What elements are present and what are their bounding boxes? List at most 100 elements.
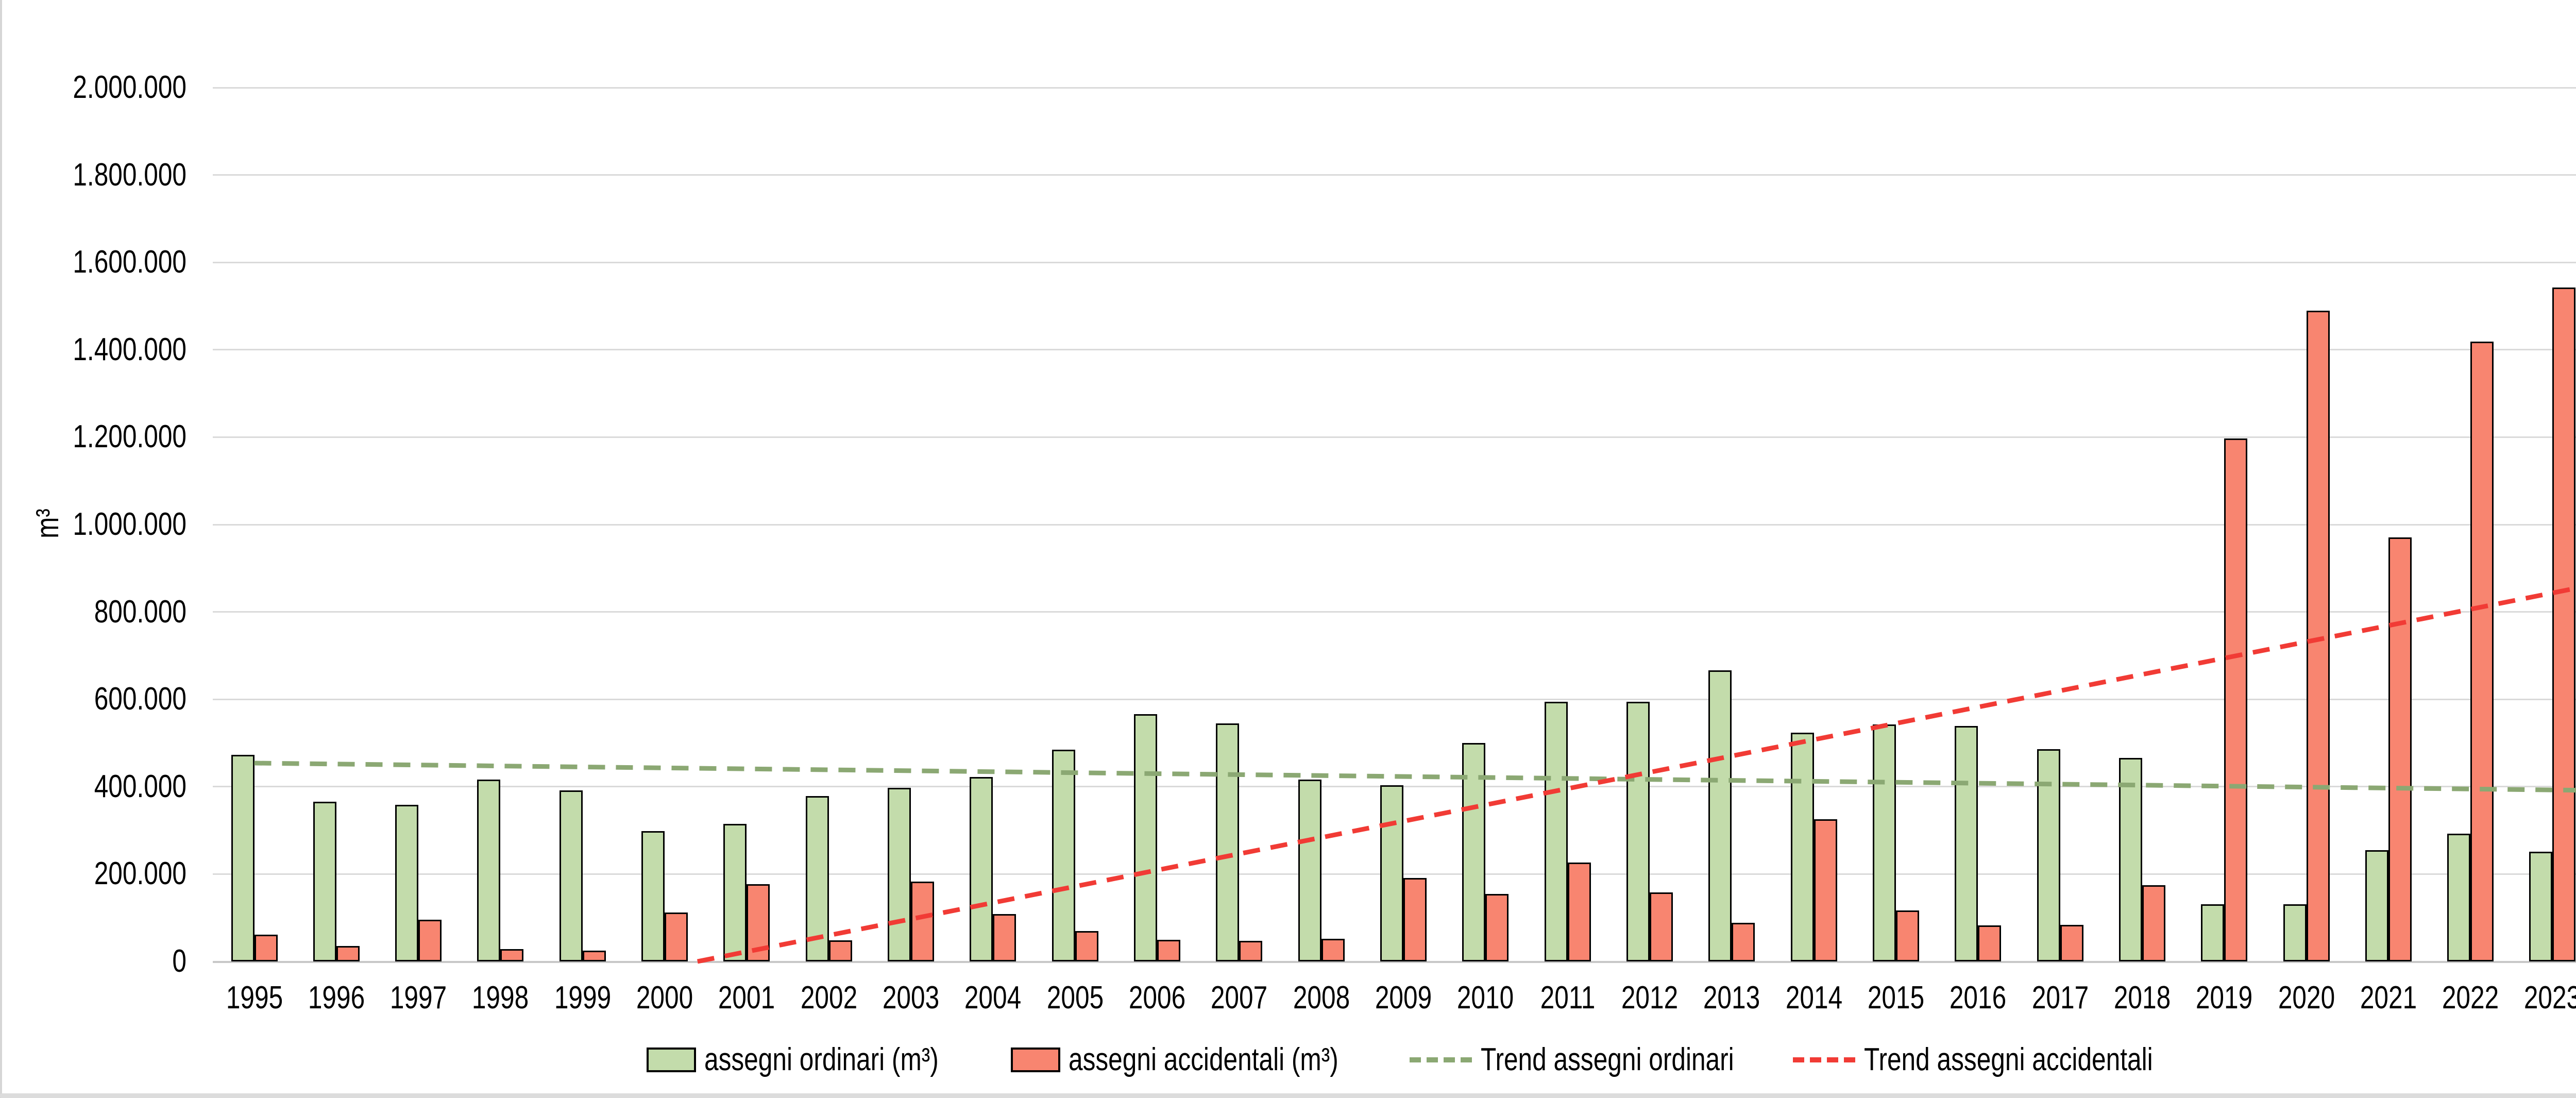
x-axis-label: 2013 bbox=[1703, 980, 1760, 1016]
bar-accidentali-2023 bbox=[2552, 287, 2576, 961]
bar-ordinari-2001 bbox=[723, 823, 747, 961]
legend-item-assegni-ordinari: assegni ordinari (m³) bbox=[647, 1043, 997, 1077]
bar-ordinari-2009 bbox=[1380, 785, 1403, 961]
x-axis-label: 2016 bbox=[1950, 980, 2007, 1016]
bar-accidentali-2017 bbox=[2060, 924, 2083, 961]
bar-ordinari-1995 bbox=[231, 754, 255, 961]
bar-ordinari-2007 bbox=[1216, 723, 1240, 961]
y-axis-tick-label: 400.000 bbox=[94, 768, 187, 804]
bar-ordinari-2021 bbox=[2365, 850, 2388, 961]
bar-accidentali-2014 bbox=[1814, 819, 1837, 961]
bar-accidentali-2009 bbox=[1403, 878, 1427, 961]
bar-ordinari-1996 bbox=[313, 802, 336, 961]
bar-ordinari-1997 bbox=[395, 805, 419, 961]
gridline bbox=[213, 611, 2576, 613]
bar-ordinari-2003 bbox=[888, 788, 911, 961]
bar-ordinari-2018 bbox=[2119, 757, 2142, 961]
legend-swatch-red-bar bbox=[1011, 1048, 1060, 1072]
legend-item-trend-ordinari: Trend assegni ordinari bbox=[1410, 1043, 1798, 1077]
legend-swatch-green-bar bbox=[647, 1048, 696, 1072]
x-axis-label: 2017 bbox=[2031, 980, 2089, 1016]
bar-ordinari-2004 bbox=[970, 777, 993, 961]
bar-ordinari-2008 bbox=[1298, 780, 1321, 961]
y-axis-tick-label: 1.400.000 bbox=[73, 331, 187, 367]
x-axis-label: 2007 bbox=[1211, 980, 1268, 1016]
y-axis-tick-label: 2.000.000 bbox=[73, 70, 187, 105]
bar-accidentali-1999 bbox=[582, 950, 606, 961]
bar-accidentali-2020 bbox=[2306, 311, 2330, 961]
y-axis-tick-label: 1.600.000 bbox=[73, 244, 187, 280]
legend-item-trend-accidentali: Trend assegni accidentali bbox=[1793, 1043, 2225, 1077]
gridline bbox=[213, 436, 2576, 438]
bar-accidentali-2011 bbox=[1567, 863, 1591, 961]
bar-ordinari-2017 bbox=[2037, 749, 2060, 961]
bar-ordinari-2002 bbox=[805, 796, 829, 961]
bar-ordinari-2020 bbox=[2283, 904, 2307, 961]
bar-accidentali-2006 bbox=[1157, 940, 1181, 961]
y-axis-tick-label: 600.000 bbox=[94, 681, 187, 717]
bar-accidentali-2015 bbox=[1895, 910, 1919, 961]
bar-accidentali-2004 bbox=[993, 914, 1016, 961]
bar-accidentali-2000 bbox=[665, 913, 688, 961]
bar-accidentali-2008 bbox=[1321, 938, 1345, 961]
x-axis-label: 2009 bbox=[1375, 980, 1432, 1016]
horizontal-scrollbar[interactable] bbox=[0, 1093, 2576, 1098]
bar-ordinari-2010 bbox=[1462, 743, 1486, 961]
bar-ordinari-2022 bbox=[2447, 834, 2471, 961]
bar-ordinari-2016 bbox=[1955, 725, 1978, 961]
y-axis-tick-label: 1.800.000 bbox=[73, 157, 187, 193]
bar-accidentali-2005 bbox=[1075, 931, 1098, 961]
legend-swatch-green-dash bbox=[1410, 1057, 1472, 1062]
gridline bbox=[213, 698, 2576, 700]
bar-accidentali-2013 bbox=[1732, 922, 1755, 961]
bar-accidentali-2002 bbox=[828, 940, 852, 961]
bar-accidentali-2022 bbox=[2470, 341, 2494, 961]
bar-ordinari-2012 bbox=[1626, 702, 1650, 961]
gridline bbox=[213, 349, 2576, 351]
bar-accidentali-2001 bbox=[747, 884, 770, 961]
bar-accidentali-1996 bbox=[336, 946, 360, 961]
y-axis-tick-label: 0 bbox=[172, 943, 187, 979]
bar-accidentali-2012 bbox=[1649, 892, 1673, 961]
x-axis-label: 2015 bbox=[1867, 980, 1925, 1016]
x-axis-label: 2006 bbox=[1128, 980, 1186, 1016]
x-axis-label: 2022 bbox=[2442, 980, 2499, 1016]
bar-ordinari-2014 bbox=[1790, 732, 1814, 961]
legend-label: Trend assegni ordinari bbox=[1481, 1042, 1734, 1077]
x-axis-label: 2019 bbox=[2195, 980, 2253, 1016]
bar-ordinari-2006 bbox=[1134, 714, 1158, 961]
bar-ordinari-2000 bbox=[641, 831, 665, 961]
bar-ordinari-2019 bbox=[2201, 904, 2225, 961]
x-axis-label: 2004 bbox=[964, 980, 1022, 1016]
bar-ordinari-2015 bbox=[1872, 724, 1896, 961]
x-axis-label: 2021 bbox=[2360, 980, 2417, 1016]
gridline bbox=[213, 261, 2576, 263]
bar-accidentali-2021 bbox=[2388, 537, 2412, 961]
bar-accidentali-2010 bbox=[1485, 893, 1509, 961]
legend-item-assegni-accidentali: assegni accidentali (m³) bbox=[1011, 1043, 1406, 1077]
x-axis-label: 2011 bbox=[1540, 980, 1595, 1016]
bar-accidentali-1998 bbox=[500, 949, 524, 961]
legend-swatch-red-dash bbox=[1793, 1057, 1856, 1062]
bar-accidentali-1997 bbox=[418, 919, 442, 961]
bar-accidentali-2007 bbox=[1239, 941, 1263, 961]
bar-ordinari-2023 bbox=[2529, 852, 2553, 961]
bar-accidentali-2003 bbox=[911, 881, 935, 961]
legend-label: Trend assegni accidentali bbox=[1864, 1042, 2153, 1077]
bar-ordinari-1998 bbox=[477, 780, 501, 961]
bar-ordinari-2005 bbox=[1052, 749, 1075, 961]
bar-accidentali-2018 bbox=[2142, 885, 2165, 961]
x-axis-label: 1996 bbox=[308, 980, 365, 1016]
y-axis-tick-label: 200.000 bbox=[94, 856, 187, 892]
y-axis-tick-label: 800.000 bbox=[94, 594, 187, 630]
x-axis-label: 2002 bbox=[800, 980, 857, 1016]
gridline bbox=[213, 87, 2576, 89]
bar-accidentali-1995 bbox=[254, 935, 278, 961]
x-axis-label: 2008 bbox=[1293, 980, 1350, 1016]
y-axis-tick-label: 1.000.000 bbox=[73, 506, 187, 542]
window-left-border bbox=[0, 0, 2, 1098]
x-axis-label: 2014 bbox=[1785, 980, 1842, 1016]
y-axis-tick-label: 1.200.000 bbox=[73, 419, 187, 455]
x-axis-label: 2023 bbox=[2524, 980, 2576, 1016]
